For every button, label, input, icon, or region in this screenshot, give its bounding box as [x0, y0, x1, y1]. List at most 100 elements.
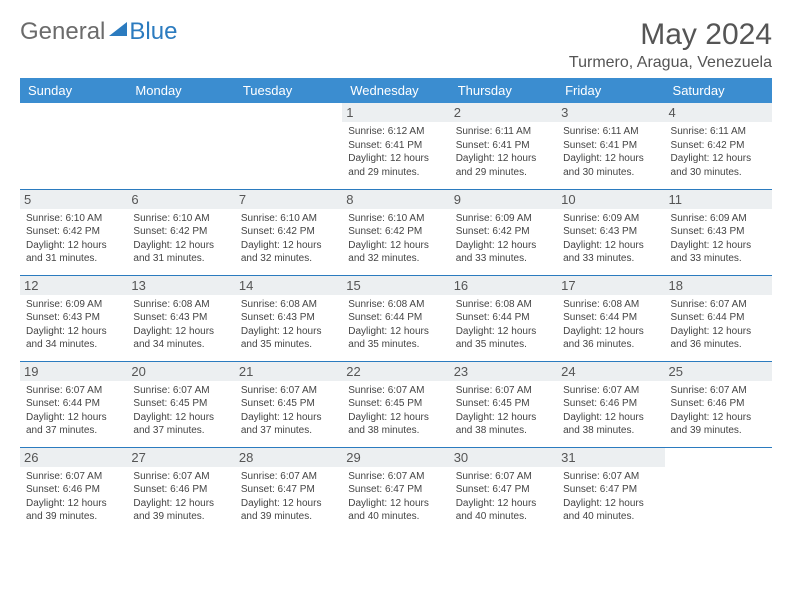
day-number: 15: [342, 276, 449, 295]
day-cell: 20 Sunrise: 6:07 AMSunset: 6:45 PMDayligh…: [127, 361, 234, 447]
day-cell: 11Sunrise: 6:09 AMSunset: 6:43 PMDayligh…: [665, 189, 772, 275]
day-details: Sunrise: 6:10 AMSunset: 6:42 PMDaylight:…: [241, 212, 336, 266]
day-number: 19: [20, 362, 127, 381]
day-cell: 22 Sunrise: 6:07 AMSunset: 6:45 PMDayligh…: [342, 361, 449, 447]
day-number: 3: [557, 103, 664, 122]
day-number: 20: [127, 362, 234, 381]
day-cell: 29 Sunrise: 6:07 AMSunset: 6:47 PMDayligh…: [342, 447, 449, 533]
day-cell: 10 Sunrise: 6:09 AMSunset: 6:43 PMDayligh…: [557, 189, 664, 275]
day-cell: 9 Sunrise: 6:09 AMSunset: 6:42 PMDaylight…: [450, 189, 557, 275]
day-cell: 12 Sunrise: 6:09 AMSunset: 6:43 PMDayligh…: [20, 275, 127, 361]
day-cell: 30 Sunrise: 6:07 AMSunset: 6:47 PMDayligh…: [450, 447, 557, 533]
day-cell: 14 Sunrise: 6:08 AMSunset: 6:43 PMDayligh…: [235, 275, 342, 361]
day-cell: [127, 103, 234, 189]
day-number: 4: [665, 103, 772, 122]
day-cell: 19 Sunrise: 6:07 AMSunset: 6:44 PMDayligh…: [20, 361, 127, 447]
day-number: 26: [20, 448, 127, 467]
day-header: Wednesday: [342, 78, 449, 103]
month-title: May 2024: [569, 18, 772, 52]
day-number: 2: [450, 103, 557, 122]
header: General Blue May 2024 Turmero, Aragua, V…: [20, 18, 772, 72]
day-number: 18: [665, 276, 772, 295]
day-number: 30: [450, 448, 557, 467]
day-cell: 5Sunrise: 6:10 AMSunset: 6:42 PMDaylight…: [20, 189, 127, 275]
day-header: Friday: [557, 78, 664, 103]
day-cell: 6 Sunrise: 6:10 AMSunset: 6:42 PMDaylight…: [127, 189, 234, 275]
day-cell: 17 Sunrise: 6:08 AMSunset: 6:44 PMDayligh…: [557, 275, 664, 361]
day-number: 25: [665, 362, 772, 381]
day-details: Sunrise: 6:07 AMSunset: 6:45 PMDaylight:…: [456, 384, 551, 438]
day-details: Sunrise: 6:07 AMSunset: 6:46 PMDaylight:…: [133, 470, 228, 524]
day-details: Sunrise: 6:07 AMSunset: 6:45 PMDaylight:…: [133, 384, 228, 438]
day-number: 12: [20, 276, 127, 295]
day-number: 10: [557, 190, 664, 209]
day-cell: 27 Sunrise: 6:07 AMSunset: 6:46 PMDayligh…: [127, 447, 234, 533]
day-details: Sunrise: 6:08 AMSunset: 6:44 PMDaylight:…: [563, 298, 658, 352]
day-number: 11: [665, 190, 772, 209]
day-details: Sunrise: 6:07 AMSunset: 6:45 PMDaylight:…: [348, 384, 443, 438]
logo-text-blue: Blue: [129, 18, 177, 46]
calendar-body: 1 Sunrise: 6:12 AMSunset: 6:41 PMDaylight…: [20, 103, 772, 533]
day-cell: [20, 103, 127, 189]
day-cell: [235, 103, 342, 189]
day-number: 28: [235, 448, 342, 467]
logo-text-general: General: [20, 18, 105, 46]
day-details: Sunrise: 6:11 AMSunset: 6:42 PMDaylight:…: [671, 125, 766, 179]
logo: General Blue: [20, 18, 177, 46]
day-cell: 16Sunrise: 6:08 AMSunset: 6:44 PMDayligh…: [450, 275, 557, 361]
day-number: 7: [235, 190, 342, 209]
day-cell: [665, 447, 772, 533]
day-cell: 7 Sunrise: 6:10 AMSunset: 6:42 PMDaylight…: [235, 189, 342, 275]
day-number: 31: [557, 448, 664, 467]
day-number: 6: [127, 190, 234, 209]
day-details: Sunrise: 6:07 AMSunset: 6:47 PMDaylight:…: [456, 470, 551, 524]
day-cell: 23 Sunrise: 6:07 AMSunset: 6:45 PMDayligh…: [450, 361, 557, 447]
day-number: 22: [342, 362, 449, 381]
day-details: Sunrise: 6:08 AMSunset: 6:43 PMDaylight:…: [241, 298, 336, 352]
day-details: Sunrise: 6:08 AMSunset: 6:43 PMDaylight:…: [133, 298, 228, 352]
day-header: Thursday: [450, 78, 557, 103]
day-cell: 31 Sunrise: 6:07 AMSunset: 6:47 PMDayligh…: [557, 447, 664, 533]
day-number: 14: [235, 276, 342, 295]
day-cell: 24Sunrise: 6:07 AMSunset: 6:46 PMDayligh…: [557, 361, 664, 447]
day-details: Sunrise: 6:07 AMSunset: 6:45 PMDaylight:…: [241, 384, 336, 438]
day-details: Sunrise: 6:09 AMSunset: 6:43 PMDaylight:…: [26, 298, 121, 352]
day-details: Sunrise: 6:07 AMSunset: 6:47 PMDaylight:…: [348, 470, 443, 524]
day-details: Sunrise: 6:10 AMSunset: 6:42 PMDaylight:…: [133, 212, 228, 266]
day-cell: 26 Sunrise: 6:07 AMSunset: 6:46 PMDayligh…: [20, 447, 127, 533]
day-details: Sunrise: 6:07 AMSunset: 6:46 PMDaylight:…: [563, 384, 658, 438]
day-cell: 21 Sunrise: 6:07 AMSunset: 6:45 PMDayligh…: [235, 361, 342, 447]
day-cell: 18Sunrise: 6:07 AMSunset: 6:44 PMDayligh…: [665, 275, 772, 361]
day-number: 16: [450, 276, 557, 295]
day-cell: 8Sunrise: 6:10 AMSunset: 6:42 PMDaylight…: [342, 189, 449, 275]
day-details: Sunrise: 6:09 AMSunset: 6:42 PMDaylight:…: [456, 212, 551, 266]
title-block: May 2024 Turmero, Aragua, Venezuela: [569, 18, 772, 72]
day-number: 1: [342, 103, 449, 122]
day-number: 21: [235, 362, 342, 381]
day-details: Sunrise: 6:12 AMSunset: 6:41 PMDaylight:…: [348, 125, 443, 179]
day-details: Sunrise: 6:07 AMSunset: 6:46 PMDaylight:…: [26, 470, 121, 524]
day-cell: 1 Sunrise: 6:12 AMSunset: 6:41 PMDaylight…: [342, 103, 449, 189]
day-details: Sunrise: 6:08 AMSunset: 6:44 PMDaylight:…: [348, 298, 443, 352]
day-number: 9: [450, 190, 557, 209]
day-number: 8: [342, 190, 449, 209]
day-number: 23: [450, 362, 557, 381]
day-details: Sunrise: 6:07 AMSunset: 6:44 PMDaylight:…: [26, 384, 121, 438]
day-cell: 2 Sunrise: 6:11 AMSunset: 6:41 PMDaylight…: [450, 103, 557, 189]
day-details: Sunrise: 6:09 AMSunset: 6:43 PMDaylight:…: [563, 212, 658, 266]
day-cell: 3 Sunrise: 6:11 AMSunset: 6:41 PMDaylight…: [557, 103, 664, 189]
day-number: 17: [557, 276, 664, 295]
day-details: Sunrise: 6:11 AMSunset: 6:41 PMDaylight:…: [456, 125, 551, 179]
day-cell: 4 Sunrise: 6:11 AMSunset: 6:42 PMDaylight…: [665, 103, 772, 189]
day-details: Sunrise: 6:11 AMSunset: 6:41 PMDaylight:…: [563, 125, 658, 179]
day-number: 27: [127, 448, 234, 467]
day-header: Saturday: [665, 78, 772, 103]
day-number: 29: [342, 448, 449, 467]
day-header: Tuesday: [235, 78, 342, 103]
day-details: Sunrise: 6:07 AMSunset: 6:47 PMDaylight:…: [241, 470, 336, 524]
calendar-table: SundayMondayTuesdayWednesdayThursdayFrid…: [20, 78, 772, 533]
day-number: 13: [127, 276, 234, 295]
day-details: Sunrise: 6:07 AMSunset: 6:47 PMDaylight:…: [563, 470, 658, 524]
day-cell: 28 Sunrise: 6:07 AMSunset: 6:47 PMDayligh…: [235, 447, 342, 533]
day-cell: 15 Sunrise: 6:08 AMSunset: 6:44 PMDayligh…: [342, 275, 449, 361]
